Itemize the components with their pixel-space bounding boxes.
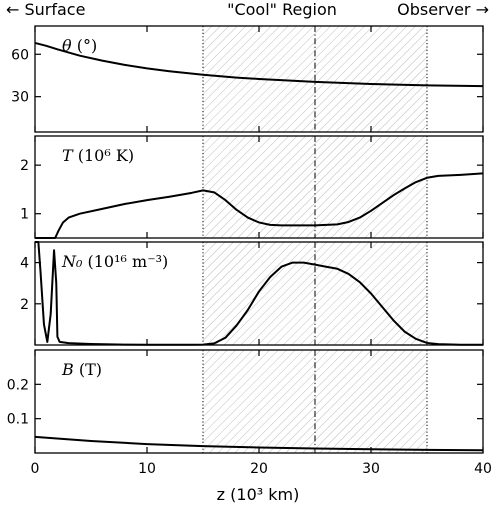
x-tick-label: 10 (138, 461, 156, 477)
panel-frame (34, 135, 484, 239)
y-tick-label: 0.1 (7, 412, 29, 428)
y-tick-label: 2 (20, 297, 29, 313)
panel-label-unit: (10¹⁶ m⁻³) (82, 252, 168, 271)
panel-B: 0.1 0.2 B (T) (7, 349, 484, 454)
header-cool-region: "Cool" Region (227, 0, 337, 19)
panel-label-symbol: T (62, 146, 74, 165)
panel-label-unit: (°) (72, 36, 98, 55)
panel-T: 1 2 T (10⁶ K) (20, 135, 484, 239)
panel-label-theta: θ (°) (62, 36, 97, 55)
y-tick-label: 1 (20, 207, 29, 223)
series-line-T (35, 172, 484, 239)
panel-theta: 30 60 θ (°) (11, 25, 484, 133)
x-tick-label: 30 (362, 461, 380, 477)
x-axis-label: z (10³ km) (217, 485, 300, 504)
series-line-B (34, 435, 484, 452)
series-line-N0 (35, 241, 483, 346)
y-tick-label: 60 (11, 47, 29, 63)
panel-label-N0: N₀ (10¹⁶ m⁻³) (61, 252, 168, 271)
panel-label-symbol: θ (62, 36, 72, 55)
header-observer: Observer → (397, 0, 489, 19)
y-tick-label: 4 (20, 256, 29, 272)
x-tick-label: 40 (474, 461, 492, 477)
panel-label-unit: (10⁶ K) (73, 146, 134, 165)
header-surface: ← Surface (6, 0, 85, 19)
panel-label-symbol: N₀ (61, 252, 83, 271)
panel-frame (34, 25, 484, 133)
y-tick-label: 30 (11, 90, 29, 106)
panel-label-B: B (T) (61, 360, 102, 379)
x-tick-label: 20 (250, 461, 268, 477)
panel-N0: 2 4 N₀ (10¹⁶ m⁻³) (20, 241, 484, 346)
panel-frame (34, 241, 484, 346)
x-tick-label: 0 (31, 461, 40, 477)
panel-label-T: T (10⁶ K) (62, 146, 134, 165)
panel-label-unit: (T) (74, 360, 102, 379)
x-axis: 0 10 20 30 40 (31, 461, 492, 477)
panel-label-symbol: B (61, 360, 74, 379)
y-tick-label: 2 (20, 158, 29, 174)
panel-frame (34, 349, 484, 454)
series-line-theta (34, 41, 484, 88)
y-tick-label: 0.2 (7, 377, 29, 393)
